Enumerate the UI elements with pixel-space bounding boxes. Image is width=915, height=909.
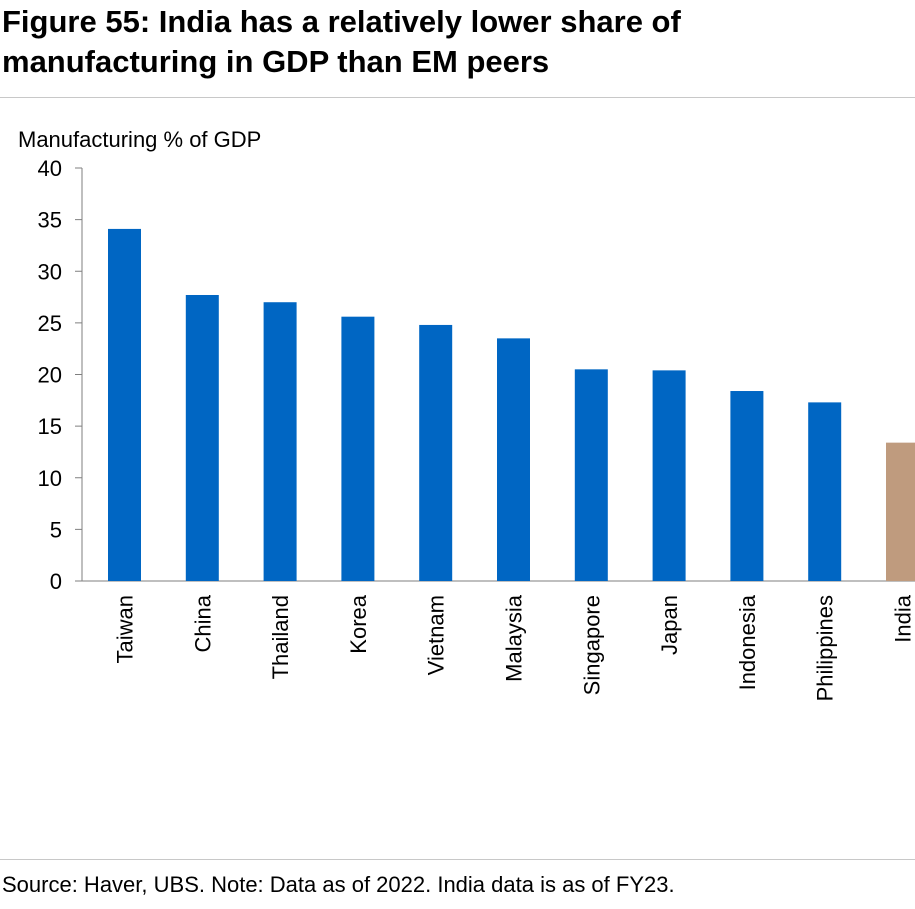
bar-chart: Manufacturing % of GDP 0510152025303540 …: [18, 127, 915, 701]
bar-malaysia: [497, 338, 530, 581]
bar-taiwan: [108, 228, 141, 582]
y-tick-label: 15: [38, 414, 62, 439]
x-tick-label: Japan: [657, 595, 682, 655]
y-axis-title: Manufacturing % of GDP: [18, 127, 261, 152]
x-tick-label: India: [891, 594, 915, 642]
bar-japan: [652, 370, 686, 581]
bar-korea: [341, 316, 375, 581]
x-tick-label: Taiwan: [113, 595, 138, 663]
bar-philippines: [808, 402, 842, 581]
x-tick-label: Indonesia: [735, 594, 760, 690]
footer-divider: [0, 859, 915, 860]
y-tick-label: 40: [38, 156, 62, 181]
y-tick-label: 20: [38, 363, 62, 388]
x-tick-label: Philippines: [813, 595, 838, 701]
y-tick-label: 35: [38, 208, 62, 233]
x-tick-label: China: [190, 594, 215, 652]
y-tick-label: 25: [38, 311, 62, 336]
x-tick-label: Thailand: [268, 595, 293, 679]
x-tick-label: Malaysia: [502, 594, 527, 682]
chart-title-line-1: Figure 55: India has a relatively lower …: [2, 4, 681, 39]
y-tick-label: 0: [50, 569, 62, 594]
source-note: Source: Haver, UBS. Note: Data as of 202…: [2, 872, 675, 897]
bar-india: [886, 442, 915, 581]
y-tick-label: 30: [38, 259, 62, 284]
chart-title-line-2: manufacturing in GDP than EM peers: [2, 44, 550, 79]
bar-vietnam: [419, 324, 453, 581]
bar-china: [185, 294, 219, 581]
x-tick-label: Singapore: [579, 595, 604, 695]
bar-singapore: [574, 369, 608, 581]
chart-title: Figure 55: India has a relatively lower …: [2, 2, 907, 82]
x-tick-label: Vietnam: [424, 595, 449, 675]
y-tick-label: 5: [50, 517, 62, 542]
bar-thailand: [263, 302, 297, 581]
y-tick-label: 10: [38, 466, 62, 491]
x-tick-label: Korea: [346, 594, 371, 653]
title-divider: [0, 97, 915, 98]
bar-indonesia: [730, 391, 764, 581]
